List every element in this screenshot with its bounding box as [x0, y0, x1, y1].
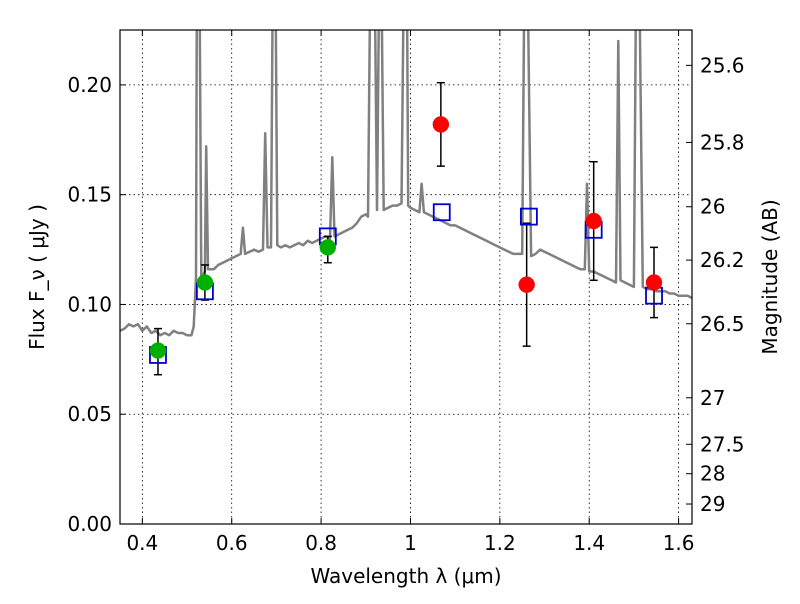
right-tick-label: 27: [700, 386, 725, 410]
y-tick-label: 0.15: [67, 183, 112, 207]
x-tick-label: 1.2: [484, 531, 516, 555]
data-point: [585, 212, 602, 230]
y-tick-label: 0.05: [67, 402, 112, 426]
observed-photometry-points: [149, 116, 663, 359]
spectrum-line: [120, 30, 692, 337]
plot-frame: [119, 29, 693, 525]
x-tick-label: 1: [404, 531, 417, 555]
right-tick-label: 25.8: [700, 130, 745, 154]
x-tick-label: 0.4: [126, 531, 158, 555]
data-point: [149, 342, 167, 359]
right-tick-label: 25.6: [700, 53, 745, 77]
right-tick-label: 27.5: [700, 432, 745, 456]
right-tick-label: 28: [700, 462, 725, 486]
right-tick-label: 26: [700, 195, 725, 219]
right-axis-label: Magnitude (AB): [758, 199, 782, 354]
data-point: [518, 276, 535, 293]
model-spectrum: [120, 30, 692, 337]
error-bars: [153, 81, 659, 376]
x-axis-ticks: 0.4 0.6 0.8 1 1.2 1.4 1.6: [126, 30, 695, 555]
x-axis-label: Wavelength λ (μm): [310, 564, 501, 588]
right-axis-ticks: 25.6 25.8 26 26.2 26.5 27 27.5 28 29: [686, 53, 745, 516]
x-tick-label: 0.8: [305, 531, 337, 555]
model-photometry-squares: [149, 203, 663, 364]
model-square: [432, 203, 451, 222]
right-tick-label: 26.5: [700, 312, 745, 336]
y-axis-ticks: 0.00 0.05 0.10 0.15 0.20: [67, 73, 126, 536]
right-tick-label: 26.2: [700, 248, 745, 272]
y-tick-label: 0.10: [67, 292, 112, 316]
x-tick-label: 0.6: [216, 531, 248, 555]
data-point: [319, 239, 337, 256]
data-point: [196, 274, 214, 291]
data-point: [432, 116, 450, 133]
x-tick-label: 1.6: [663, 531, 695, 555]
x-tick-label: 1.4: [573, 531, 605, 555]
y-axis-label: Flux F_ν ( μJy ): [25, 204, 49, 350]
right-tick-label: 29: [700, 492, 725, 516]
y-tick-label: 0.00: [67, 512, 112, 536]
data-point: [645, 274, 663, 291]
model-square: [519, 207, 538, 226]
y-tick-label: 0.20: [67, 73, 112, 97]
